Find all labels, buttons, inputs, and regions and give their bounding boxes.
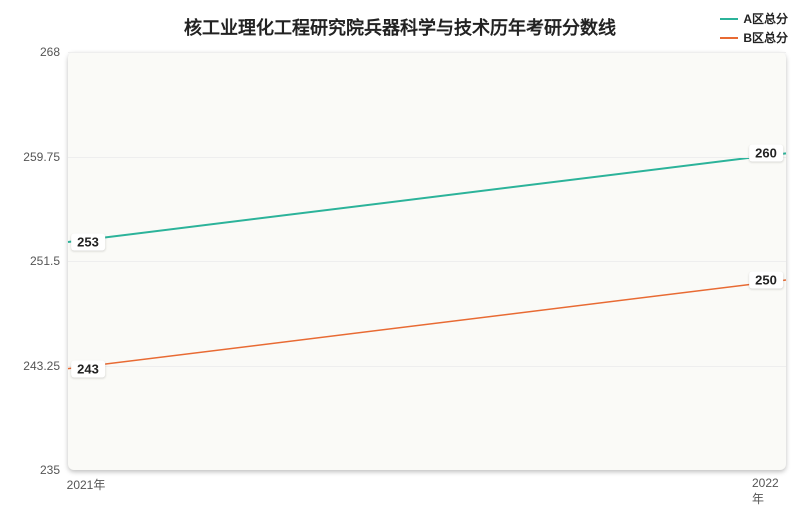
value-callout: 253 [71,234,105,251]
y-tick-label: 235 [0,463,60,477]
value-callout: 260 [749,145,783,162]
y-tick-label: 243.25 [0,359,60,373]
gridline [68,366,786,367]
gridline [68,261,786,262]
gridline [68,157,786,158]
value-callout: 243 [71,360,105,377]
x-tick-label: 2022年 [752,476,784,507]
value-callout: 250 [749,272,783,289]
y-tick-label: 251.5 [0,254,60,268]
gridline [68,52,786,53]
series-line [68,280,786,369]
line-chart: 核工业理化工程研究院兵器科学与技术历年考研分数线 A区总分 B区总分 23524… [0,0,800,500]
chart-lines [0,0,800,500]
y-tick-label: 268 [0,45,60,59]
series-line [68,153,786,242]
y-tick-label: 259.75 [0,150,60,164]
x-tick-label: 2021年 [67,476,106,493]
